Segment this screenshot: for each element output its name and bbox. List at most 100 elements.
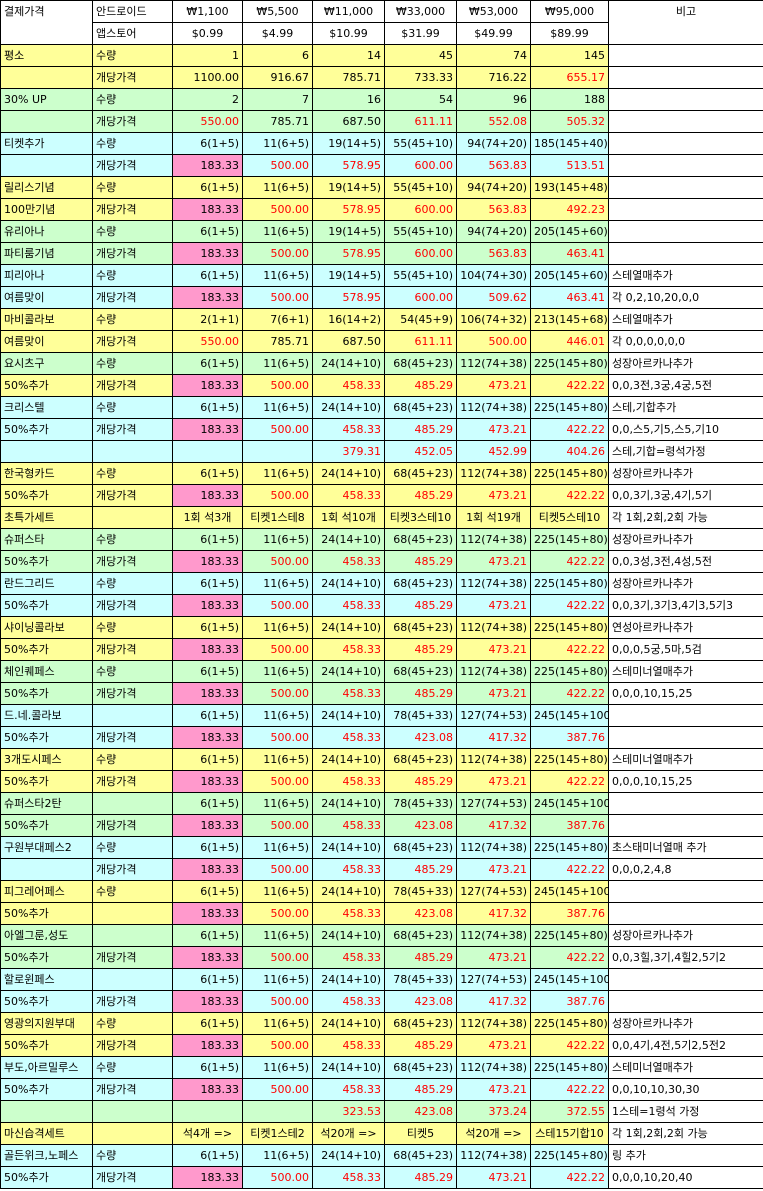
row-label-cell: 구원부대페스2 bbox=[0, 836, 93, 859]
row-label-cell: 부도,아르밀루스 bbox=[0, 1056, 93, 1079]
table-row: 마비콜라보 수량 2(1+1) 7(6+1) 16(14+2) 54(45+9) 106(7… bbox=[0, 308, 763, 331]
note-cell bbox=[608, 242, 763, 265]
row-kind-cell: 개당가격 bbox=[92, 990, 173, 1013]
value-cell: 2 bbox=[172, 88, 243, 111]
value-cell: 티켓5 bbox=[384, 1122, 457, 1145]
value-cell: 458.33 bbox=[312, 638, 385, 661]
usd-price-cell: $31.99 bbox=[384, 22, 457, 45]
value-cell: 78(45+33) bbox=[384, 792, 457, 815]
table-row: 릴리스기념 수량 6(1+5) 11(6+5) 19(14+5) 55(45+10) 94(… bbox=[0, 176, 763, 199]
value-cell: 112(74+38) bbox=[456, 1012, 531, 1035]
value-cell: 422.22 bbox=[530, 374, 609, 397]
value-cell: 7(6+1) bbox=[242, 308, 313, 331]
note-cell bbox=[608, 902, 763, 925]
value-cell: 458.33 bbox=[312, 1034, 385, 1057]
value-cell: 68(45+23) bbox=[384, 396, 457, 419]
value-cell: 473.21 bbox=[456, 946, 531, 969]
value-cell: 24(14+10) bbox=[312, 704, 385, 727]
row-label-cell: 한국형카드 bbox=[0, 462, 93, 485]
value-cell: 600.00 bbox=[384, 242, 457, 265]
row-label-cell: 50%추가 bbox=[0, 1078, 93, 1101]
row-kind-cell: 개당가격 bbox=[92, 770, 173, 793]
value-cell: 6(1+5) bbox=[172, 924, 243, 947]
value-cell: 112(74+38) bbox=[456, 352, 531, 375]
value-cell: 387.76 bbox=[530, 902, 609, 925]
table-row: 마신습격세트 석4개 => 티켓1스테2 석20개 => 티켓5 석20개 => 스테15기… bbox=[0, 1122, 763, 1145]
row-label-cell: 유리아나 bbox=[0, 220, 93, 243]
value-cell: 225(145+80) bbox=[530, 924, 609, 947]
row-kind-cell: 수량 bbox=[92, 836, 173, 859]
table-row: 유리아나 수량 6(1+5) 11(6+5) 19(14+5) 55(45+10) 94(7… bbox=[0, 220, 763, 243]
row-kind-cell: 개당가격 bbox=[92, 858, 173, 881]
value-cell: 473.21 bbox=[456, 858, 531, 881]
row-label-cell: 50%추가 bbox=[0, 418, 93, 441]
appstore-label-cell: 앱스토어 bbox=[92, 22, 173, 45]
note-cell bbox=[608, 132, 763, 155]
value-cell: 225(145+80) bbox=[530, 836, 609, 859]
value-cell: 452.99 bbox=[456, 440, 531, 463]
value-cell: 68(45+23) bbox=[384, 748, 457, 771]
note-cell: 연성아르카나추가 bbox=[608, 616, 763, 639]
row-kind-cell: 개당가격 bbox=[92, 154, 173, 177]
value-cell: 422.22 bbox=[530, 1078, 609, 1101]
row-label-cell: 100만기념 bbox=[0, 198, 93, 221]
value-cell: 16 bbox=[312, 88, 385, 111]
value-cell: 213(145+68) bbox=[530, 308, 609, 331]
value-cell: 183.33 bbox=[172, 418, 243, 441]
value-cell: 458.33 bbox=[312, 726, 385, 749]
value-cell: 578.95 bbox=[312, 154, 385, 177]
value-cell: 387.76 bbox=[530, 726, 609, 749]
row-kind-cell: 수량 bbox=[92, 352, 173, 375]
table-row: 50%추가 개당가격 183.33 500.00 458.33 423.08 417.32 3… bbox=[0, 814, 763, 837]
value-cell: 11(6+5) bbox=[242, 924, 313, 947]
value-cell: 112(74+38) bbox=[456, 748, 531, 771]
header-row-krw: 결제가격 안드로이드 ₩1,100 ₩5,500 ₩11,000 ₩33,000… bbox=[0, 0, 763, 45]
value-cell: 225(145+80) bbox=[530, 660, 609, 683]
value-cell: 24(14+10) bbox=[312, 880, 385, 903]
value-cell: 55(45+10) bbox=[384, 176, 457, 199]
value-cell: 11(6+5) bbox=[242, 1056, 313, 1079]
value-cell: 티켓1스테2 bbox=[242, 1122, 313, 1145]
value-cell: 24(14+10) bbox=[312, 924, 385, 947]
value-cell: 373.24 bbox=[456, 1100, 531, 1123]
value-cell: 687.50 bbox=[312, 330, 385, 353]
value-cell: 티켓1스테8 bbox=[242, 506, 313, 529]
header-row-usd: 앱스토어 $0.99 $4.99 $10.99 $31.99 $49.99 $8… bbox=[1, 22, 763, 45]
table-row: 100만기념 개당가격 183.33 500.00 578.95 600.00 563.83… bbox=[0, 198, 763, 221]
table-row: 피리아나 수량 6(1+5) 11(6+5) 19(14+5) 55(45+10) 104(… bbox=[0, 264, 763, 287]
value-cell: 11(6+5) bbox=[242, 1012, 313, 1035]
value-cell: 422.22 bbox=[530, 550, 609, 573]
value-cell: 11(6+5) bbox=[242, 1144, 313, 1167]
row-kind-cell: 개당가격 bbox=[92, 110, 173, 133]
row-kind-cell: 수량 bbox=[92, 880, 173, 903]
value-cell: 225(145+80) bbox=[530, 528, 609, 551]
table-row: 부도,아르밀루스 수량 6(1+5) 11(6+5) 24(14+10) 68(45+23… bbox=[0, 1056, 763, 1079]
value-cell: 6(1+5) bbox=[172, 220, 243, 243]
value-cell: 423.08 bbox=[384, 726, 457, 749]
value-cell: 68(45+23) bbox=[384, 836, 457, 859]
value-cell: 6(1+5) bbox=[172, 1012, 243, 1035]
row-kind-cell: 개당가격 bbox=[92, 1034, 173, 1057]
note-cell bbox=[608, 814, 763, 837]
value-cell: 473.21 bbox=[456, 638, 531, 661]
row-kind-cell: 개당가격 bbox=[92, 726, 173, 749]
value-cell: 112(74+38) bbox=[456, 462, 531, 485]
row-kind-cell: 수량 bbox=[92, 616, 173, 639]
value-cell: 485.29 bbox=[384, 1034, 457, 1057]
row-label-cell: 요시츠구 bbox=[0, 352, 93, 375]
note-cell: 각 1회,2회,2회 가능 bbox=[608, 1122, 763, 1145]
value-cell: 458.33 bbox=[312, 990, 385, 1013]
value-cell: 183.33 bbox=[172, 726, 243, 749]
note-cell: 0,0,0,10,20,40 bbox=[608, 1166, 763, 1189]
value-cell: 석20개 => bbox=[456, 1122, 531, 1145]
row-label-cell: 50%추가 bbox=[0, 374, 93, 397]
price-label-cell: 결제가격 bbox=[0, 0, 93, 45]
usd-price-cell: $89.99 bbox=[530, 22, 609, 45]
value-cell: 55(45+10) bbox=[384, 132, 457, 155]
table-row: 379.31 452.05 452.99 404.26 스테,기합=령석가정 bbox=[0, 440, 763, 463]
row-kind-cell: 개당가격 bbox=[92, 286, 173, 309]
value-cell: 485.29 bbox=[384, 594, 457, 617]
value-cell: 6(1+5) bbox=[172, 968, 243, 991]
value-cell: 183.33 bbox=[172, 770, 243, 793]
